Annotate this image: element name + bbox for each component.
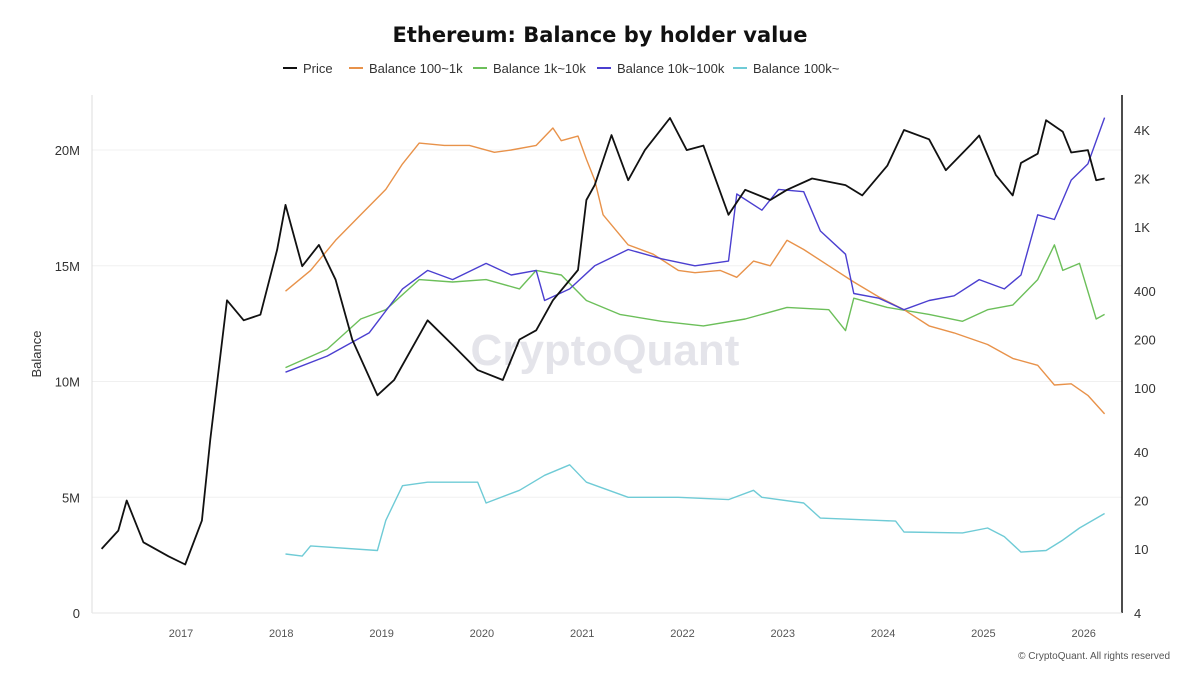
x-tick-label: 2020 <box>470 628 494 640</box>
y2-tick-label: 100 <box>1134 381 1156 396</box>
x-tick-label: 2025 <box>971 628 995 640</box>
legend-label: Balance 100~1k <box>369 61 463 76</box>
y2-tick-label: 200 <box>1134 332 1156 347</box>
legend-label: Balance 1k~10k <box>493 61 586 76</box>
watermark: CryptoQuant <box>471 326 740 375</box>
x-tick-label: 2024 <box>871 628 895 640</box>
y2-tick-label: 4K <box>1134 123 1150 138</box>
chart-title: Ethereum: Balance by holder value <box>392 23 807 47</box>
y-tick-label: 0 <box>73 606 80 621</box>
y2-axis-ticks: 4 10 20 40 100 200 400 1K 2K 4K <box>1134 123 1156 621</box>
x-tick-label: 2019 <box>369 628 393 640</box>
legend: Price Balance 100~1k Balance 1k~10k Balance… <box>283 61 840 76</box>
x-tick-label: 2026 <box>1071 628 1095 640</box>
y-axis-label: Balance <box>29 331 44 378</box>
legend-item[interactable]: Balance 1k~10k <box>473 61 586 76</box>
y-tick-label: 5M <box>62 490 80 505</box>
gridlines <box>92 149 1122 498</box>
y2-tick-label: 20 <box>1134 493 1148 508</box>
series-line-balance-10k-100k <box>285 117 1106 373</box>
legend-item[interactable]: Balance 10k~100k <box>597 61 725 76</box>
x-tick-label: 2021 <box>570 628 594 640</box>
legend-label: Price <box>303 61 333 76</box>
y-tick-label: 20M <box>55 143 80 158</box>
x-tick-label: 2018 <box>269 628 293 640</box>
y2-tick-label: 40 <box>1134 445 1148 460</box>
legend-item[interactable]: Balance 100~1k <box>349 61 463 76</box>
y2-tick-label: 10 <box>1134 542 1148 557</box>
legend-label: Balance 100k~ <box>753 61 840 76</box>
y-axis-ticks: 0 5M 10M 15M 20M <box>55 143 80 621</box>
y2-tick-label: 400 <box>1134 284 1156 299</box>
legend-item[interactable]: Balance 100k~ <box>733 61 840 76</box>
legend-label: Balance 10k~100k <box>617 61 725 76</box>
series-line-balance-1k-10k <box>285 244 1105 369</box>
x-tick-label: 2022 <box>670 628 694 640</box>
y-tick-label: 15M <box>55 259 80 274</box>
series-lines <box>100 117 1106 566</box>
y2-tick-label: 2K <box>1134 171 1150 186</box>
y2-tick-label: 4 <box>1134 606 1141 621</box>
series-line-price <box>100 117 1105 566</box>
x-tick-label: 2023 <box>771 628 795 640</box>
x-tick-label: 2017 <box>169 628 193 640</box>
y2-tick-label: 1K <box>1134 220 1150 235</box>
legend-item[interactable]: Price <box>283 61 333 76</box>
x-axis-ticks: 2017 2018 2019 2020 2021 2022 2023 2024 2025 2026 <box>169 628 1096 640</box>
y-tick-label: 10M <box>55 375 80 390</box>
series-line-balance-100k <box>285 464 1105 557</box>
series-line-balance-100-1k <box>285 127 1106 415</box>
copyright: © CryptoQuant. All rights reserved <box>1018 651 1170 662</box>
